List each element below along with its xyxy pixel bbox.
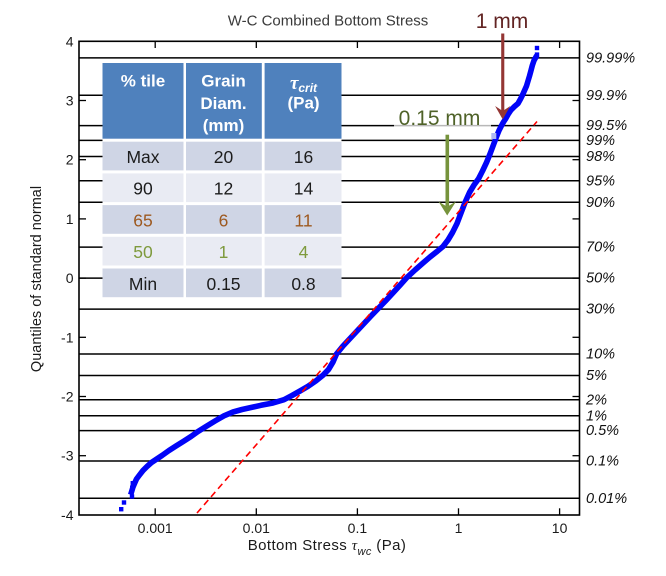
svg-text:12: 12	[214, 179, 233, 199]
svg-text:0.15: 0.15	[206, 274, 240, 294]
svg-text:20: 20	[214, 147, 234, 167]
svg-text:Diam.: Diam.	[200, 94, 246, 113]
svg-text:98%: 98%	[586, 149, 615, 165]
svg-text:30%: 30%	[586, 302, 615, 318]
svg-text:16: 16	[294, 147, 313, 167]
svg-text:τcrit: τcrit	[290, 73, 318, 95]
svg-text:95%: 95%	[586, 173, 615, 189]
svg-text:10%: 10%	[586, 347, 615, 363]
svg-text:99%: 99%	[586, 133, 615, 149]
svg-text:2%: 2%	[585, 392, 607, 408]
svg-text:W-C Combined Bottom Stress: W-C Combined Bottom Stress	[228, 13, 429, 30]
svg-text:Min: Min	[129, 274, 157, 294]
svg-text:99.9%: 99.9%	[586, 88, 627, 104]
svg-text:2: 2	[66, 152, 74, 168]
svg-text:1 mm: 1 mm	[476, 10, 529, 33]
svg-text:1: 1	[455, 520, 463, 536]
svg-text:0.5%: 0.5%	[586, 423, 619, 439]
svg-text:-3: -3	[61, 448, 74, 464]
svg-text:0.8: 0.8	[291, 274, 315, 294]
svg-text:% tile: % tile	[121, 72, 165, 91]
svg-text:0.01%: 0.01%	[586, 491, 627, 507]
svg-text:-2: -2	[61, 389, 74, 405]
svg-text:Max: Max	[126, 147, 159, 167]
svg-text:50%: 50%	[586, 271, 615, 287]
svg-text:6: 6	[219, 210, 229, 230]
svg-text:0.1: 0.1	[348, 520, 368, 536]
svg-text:11: 11	[294, 210, 312, 230]
svg-text:0: 0	[66, 270, 74, 286]
svg-text:1: 1	[66, 211, 74, 227]
svg-text:50: 50	[133, 242, 153, 262]
svg-text:90%: 90%	[586, 195, 615, 211]
svg-text:65: 65	[133, 210, 152, 230]
svg-text:(mm): (mm)	[203, 116, 245, 135]
svg-text:Grain: Grain	[201, 72, 245, 91]
svg-text:4: 4	[66, 33, 74, 49]
svg-text:0.01: 0.01	[243, 520, 270, 536]
svg-text:5%: 5%	[586, 368, 607, 384]
svg-text:Quantiles of standard normal: Quantiles of standard normal	[29, 186, 45, 372]
svg-text:0.15 mm: 0.15 mm	[399, 107, 481, 130]
svg-text:-1: -1	[61, 329, 74, 345]
svg-text:99.5%: 99.5%	[586, 118, 627, 134]
svg-text:90: 90	[133, 179, 153, 199]
svg-text:14: 14	[294, 179, 314, 199]
svg-text:0.1%: 0.1%	[586, 454, 619, 470]
svg-text:10: 10	[552, 520, 568, 536]
svg-text:0.001: 0.001	[138, 520, 173, 536]
svg-text:-4: -4	[61, 507, 74, 523]
svg-text:4: 4	[299, 242, 309, 262]
svg-text:1: 1	[219, 242, 229, 262]
svg-text:(Pa): (Pa)	[287, 94, 319, 113]
svg-text:99.99%: 99.99%	[586, 51, 635, 67]
svg-text:70%: 70%	[586, 240, 615, 256]
svg-text:1%: 1%	[586, 408, 607, 424]
svg-text:3: 3	[66, 93, 74, 109]
